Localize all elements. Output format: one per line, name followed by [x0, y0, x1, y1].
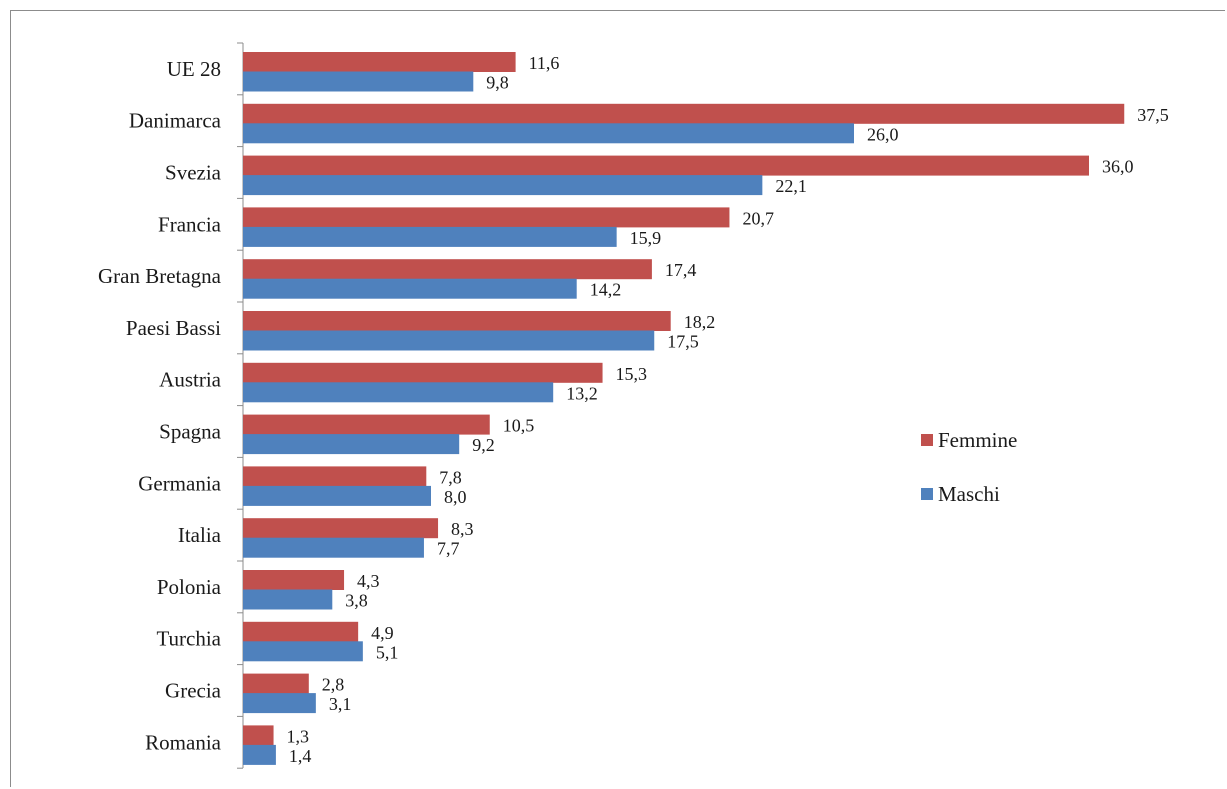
- legend-swatch: [921, 488, 933, 500]
- data-label: 17,5: [667, 332, 699, 352]
- bar-femmine: [243, 466, 427, 487]
- category-label: UE 28: [167, 57, 221, 81]
- data-label: 7,8: [439, 467, 462, 487]
- bar-maschi: [243, 641, 363, 662]
- legend-label: Maschi: [938, 482, 1000, 506]
- value-labels: 11,6 9,8 37,5 26,0 36,0 22,120,7 15,917,4 14,2 1…: [287, 53, 1169, 766]
- bar-maschi: [243, 485, 431, 506]
- data-label: 13,2: [566, 383, 598, 403]
- bar-femmine: [243, 673, 309, 694]
- data-label: 18,2: [684, 312, 716, 332]
- data-label: 26,0: [867, 124, 899, 144]
- bar-maschi: [243, 589, 333, 610]
- data-label: 36,0: [1102, 157, 1134, 177]
- bar-maschi: [243, 175, 763, 196]
- bar-maschi: [243, 330, 655, 351]
- bar-maschi: [243, 434, 460, 455]
- data-label: 20,7: [742, 208, 774, 228]
- bar-maschi: [243, 693, 316, 714]
- category-label: Danimarca: [129, 109, 222, 133]
- bar-maschi: [243, 123, 854, 144]
- bar-maschi: [243, 71, 474, 92]
- bar-femmine: [243, 311, 671, 331]
- data-label: 22,1: [775, 176, 807, 196]
- data-label: 5,1: [376, 642, 399, 662]
- bar-femmine: [243, 207, 730, 228]
- data-label: 9,8: [486, 73, 509, 93]
- data-label: 9,2: [472, 435, 495, 455]
- bar-chart: UE 28 Danimarca Svezia Francia Gran Bretagna…: [98, 42, 1169, 769]
- bar-maschi: [243, 278, 577, 299]
- chart-frame: UE 28 Danimarca Svezia Francia Gran Bretagna…: [10, 10, 1225, 787]
- category-label: Spagna: [159, 420, 222, 444]
- data-label: 1,3: [287, 726, 310, 746]
- bar-femmine: [243, 414, 490, 435]
- category-label: Germania: [138, 471, 221, 495]
- category-label: Gran Bretagna: [98, 264, 222, 288]
- data-label: 14,2: [590, 280, 622, 300]
- category-label: Svezia: [165, 161, 222, 185]
- legend-swatch: [921, 434, 933, 446]
- bar-series: [243, 52, 1125, 765]
- category-label: Italia: [178, 523, 222, 547]
- data-label: 8,3: [451, 519, 474, 539]
- category-label: Polonia: [157, 575, 222, 599]
- legend-label: Femmine: [938, 428, 1017, 452]
- data-label: 3,1: [329, 694, 352, 714]
- bar-femmine: [243, 518, 439, 539]
- bar-femmine: [243, 621, 359, 642]
- legend: Femmine Maschi: [921, 428, 1017, 506]
- data-label: 8,0: [444, 487, 467, 507]
- bar-femmine: [243, 52, 516, 72]
- data-label: 4,3: [357, 571, 380, 591]
- bar-maschi: [243, 744, 276, 765]
- data-label: 15,3: [616, 364, 648, 384]
- bar-femmine: [243, 362, 603, 383]
- data-label: 17,4: [665, 260, 697, 280]
- category-label: Romania: [145, 730, 221, 754]
- data-label: 11,6: [529, 53, 560, 73]
- bar-maschi: [243, 226, 617, 247]
- category-label: Grecia: [165, 679, 222, 703]
- data-label: 10,5: [503, 416, 535, 436]
- category-label: Turchia: [156, 627, 221, 651]
- data-label: 15,9: [630, 228, 662, 248]
- bar-femmine: [243, 155, 1089, 176]
- bar-maschi: [243, 537, 424, 558]
- bar-femmine: [243, 103, 1125, 124]
- data-label: 3,8: [345, 591, 368, 611]
- category-label: Francia: [158, 212, 222, 236]
- category-label: Austria: [159, 368, 222, 392]
- data-label: 4,9: [371, 623, 394, 643]
- category-labels: UE 28 Danimarca Svezia Francia Gran Bretagna…: [98, 57, 222, 754]
- bar-maschi: [243, 382, 554, 403]
- category-label: Paesi Bassi: [126, 316, 221, 340]
- data-label: 1,4: [289, 746, 312, 766]
- bar-femmine: [243, 570, 345, 590]
- data-label: 7,7: [437, 539, 460, 559]
- data-label: 2,8: [322, 675, 345, 695]
- data-label: 37,5: [1137, 105, 1169, 125]
- bar-femmine: [243, 725, 274, 746]
- bar-femmine: [243, 259, 652, 280]
- category-axis-ticks: [237, 42, 243, 769]
